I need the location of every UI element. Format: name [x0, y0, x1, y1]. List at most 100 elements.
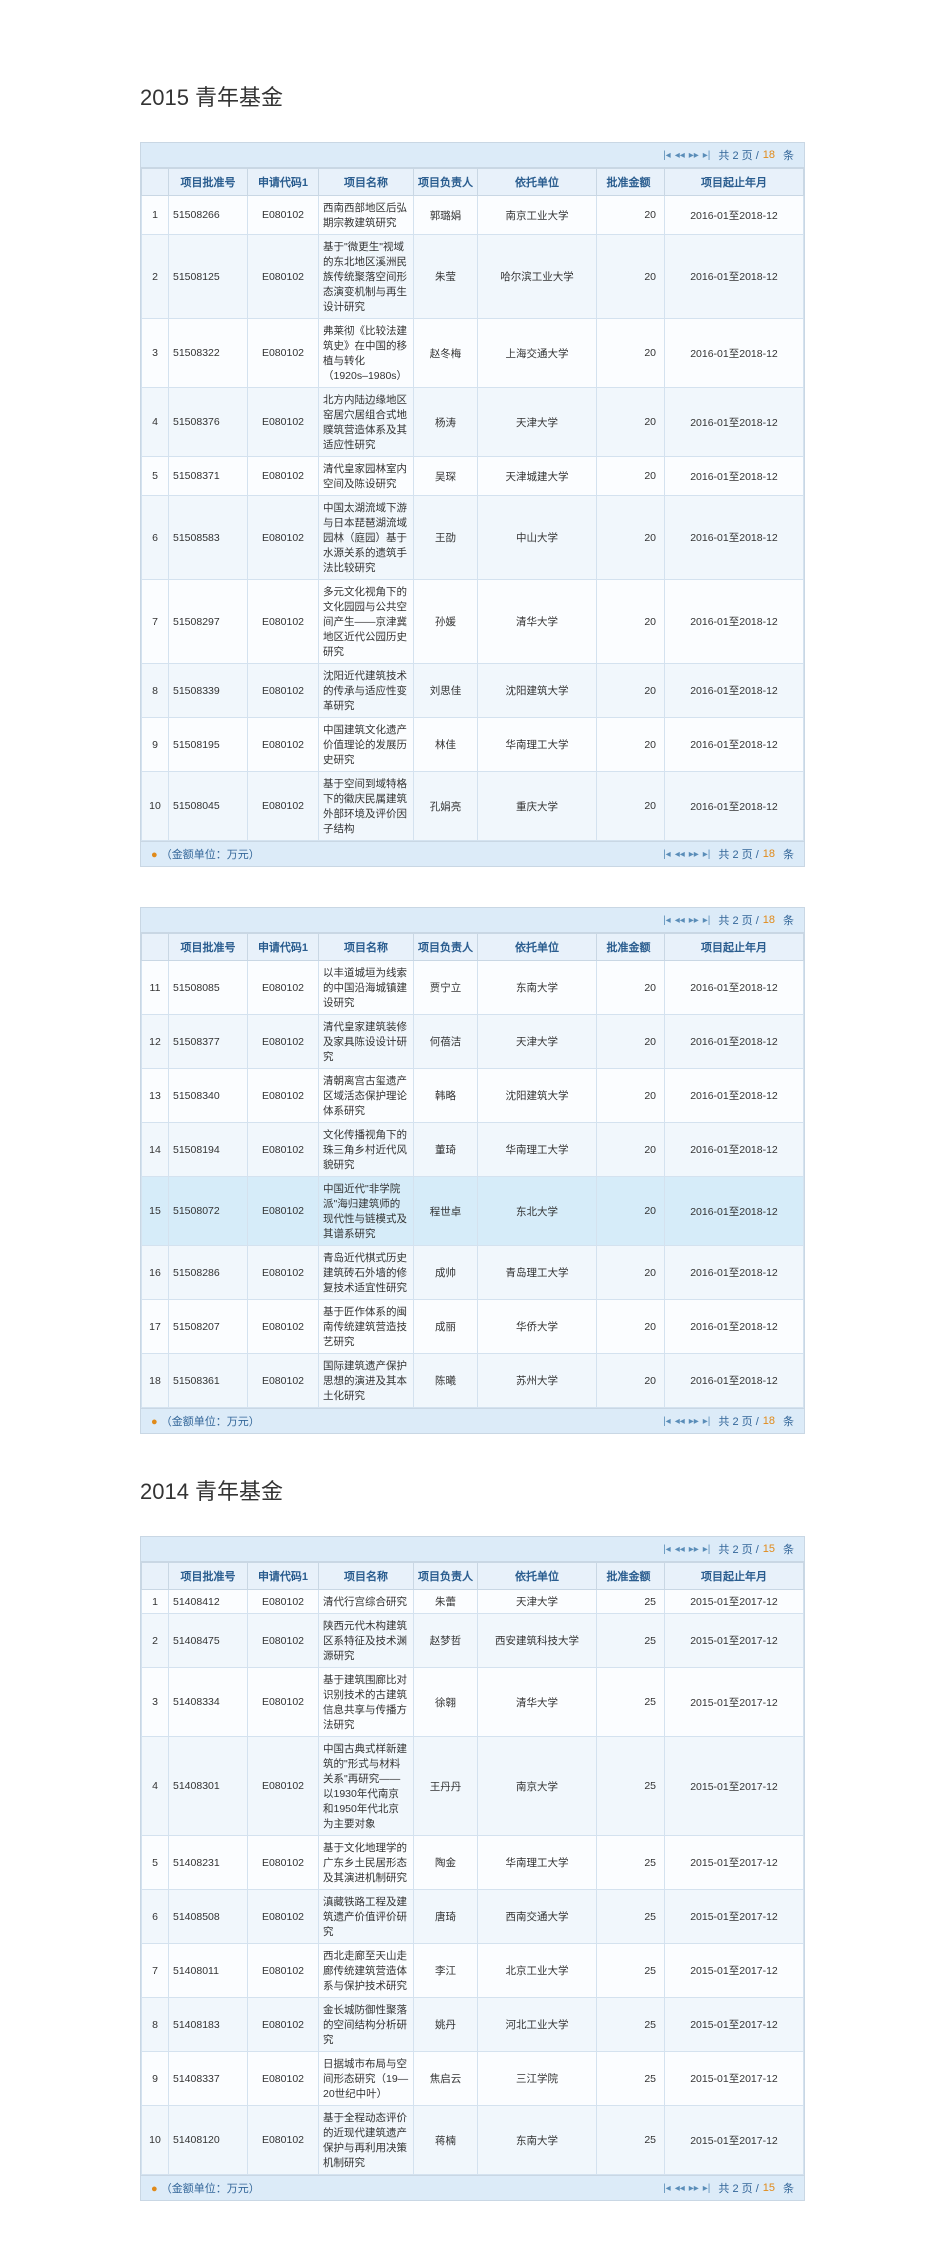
- col-header-code[interactable]: 申请代码1: [248, 934, 319, 961]
- pager-last-icon[interactable]: ▸|: [703, 915, 711, 926]
- pager-prev-icon[interactable]: ◂◂: [675, 150, 685, 161]
- cell-index: 4: [142, 1737, 169, 1836]
- pager-prev-icon[interactable]: ◂◂: [675, 849, 685, 860]
- table-row[interactable]: 6 51508583 E080102 中国太湖流域下游与日本琵琶湖流域园林（庭园…: [142, 496, 804, 580]
- col-header-date[interactable]: 项目起止年月: [665, 1563, 804, 1590]
- pager-next-icon[interactable]: ▸▸: [689, 150, 699, 161]
- table-row[interactable]: 8 51508339 E080102 沈阳近代建筑技术的传承与适应性变革研究 刘…: [142, 664, 804, 718]
- table-row[interactable]: 2 51508125 E080102 基于"微更生"视域的东北地区溪洲民族传统聚…: [142, 235, 804, 319]
- col-header-pi[interactable]: 项目负责人: [414, 934, 478, 961]
- table-row[interactable]: 4 51508376 E080102 北方内陆边缘地区窑居穴居组合式地贌筑营造体…: [142, 388, 804, 457]
- pager-next-icon[interactable]: ▸▸: [689, 1544, 699, 1555]
- table-row[interactable]: 5 51508371 E080102 清代皇家园林室内空间及陈设研究 吴琛 天津…: [142, 457, 804, 496]
- pager-unit-label: 条: [783, 2180, 794, 2196]
- col-header-code[interactable]: 申请代码1: [248, 1563, 319, 1590]
- pager-bottom: ● （金额单位：万元） |◂ ◂◂ ▸▸ ▸| 共 2 页 / 18 条: [141, 841, 804, 866]
- pager-page-label: 共 2 页 /: [718, 846, 758, 862]
- col-header-unit[interactable]: 依托单位: [478, 169, 597, 196]
- table-row[interactable]: 6 51408508 E080102 滇藏铁路工程及建筑遗产价值评价研究 唐琦 …: [142, 1890, 804, 1944]
- pager-first-icon[interactable]: |◂: [663, 2183, 671, 2194]
- pager-prev-icon[interactable]: ◂◂: [675, 915, 685, 926]
- cell-date: 2016-01至2018-12: [665, 1354, 804, 1408]
- table-row[interactable]: 10 51508045 E080102 基于空间到域特格下的徽庆民属建筑外部环境…: [142, 772, 804, 841]
- pager-next-icon[interactable]: ▸▸: [689, 1416, 699, 1427]
- cell-name: 文化传播视角下的珠三角乡村近代风貌研究: [319, 1123, 414, 1177]
- cell-name: 基于全程动态评价的近现代建筑遗产保护与再利用决策机制研究: [319, 2106, 414, 2175]
- pager-first-icon[interactable]: |◂: [663, 1544, 671, 1555]
- col-header-name[interactable]: 项目名称: [319, 1563, 414, 1590]
- table-row[interactable]: 7 51508297 E080102 多元文化视角下的文化园园与公共空间产生——…: [142, 580, 804, 664]
- table-row[interactable]: 18 51508361 E080102 国际建筑遗产保护思想的演进及其本土化研究…: [142, 1354, 804, 1408]
- cell-unit: 西安建筑科技大学: [478, 1614, 597, 1668]
- col-header-date[interactable]: 项目起止年月: [665, 169, 804, 196]
- cell-date: 2016-01至2018-12: [665, 1177, 804, 1246]
- cell-date: 2016-01至2018-12: [665, 1069, 804, 1123]
- table-row[interactable]: 17 51508207 E080102 基于匠作体系的闽南传统建筑营造技艺研究 …: [142, 1300, 804, 1354]
- pager-prev-icon[interactable]: ◂◂: [675, 1416, 685, 1427]
- cell-amount: 20: [597, 1123, 665, 1177]
- col-header-date[interactable]: 项目起止年月: [665, 934, 804, 961]
- col-header-id[interactable]: 项目批准号: [169, 169, 248, 196]
- col-header-pi[interactable]: 项目负责人: [414, 169, 478, 196]
- col-header-name[interactable]: 项目名称: [319, 169, 414, 196]
- cell-code: E080102: [248, 1614, 319, 1668]
- table-row[interactable]: 1 51408412 E080102 清代行宫综合研究 朱蕾 天津大学 25 2…: [142, 1590, 804, 1614]
- table-row[interactable]: 4 51408301 E080102 中国古典式样新建筑的"形式与材料关系"再研…: [142, 1737, 804, 1836]
- col-header-id[interactable]: 项目批准号: [169, 1563, 248, 1590]
- table-row[interactable]: 12 51508377 E080102 清代皇家建筑装修及家具陈设设计研究 何蓓…: [142, 1015, 804, 1069]
- cell-date: 2015-01至2017-12: [665, 1590, 804, 1614]
- table-row[interactable]: 9 51408337 E080102 日据城市布局与空间形态研究（19—20世纪…: [142, 2052, 804, 2106]
- col-header-amount[interactable]: 批准金额: [597, 1563, 665, 1590]
- table-row[interactable]: 3 51508322 E080102 弗莱彻《比较法建筑史》在中国的移植与转化（…: [142, 319, 804, 388]
- cell-pi: 孙媛: [414, 580, 478, 664]
- pager-last-icon[interactable]: ▸|: [703, 849, 711, 860]
- col-header-unit[interactable]: 依托单位: [478, 934, 597, 961]
- col-header-index[interactable]: [142, 934, 169, 961]
- pager-first-icon[interactable]: |◂: [663, 915, 671, 926]
- table-row[interactable]: 11 51508085 E080102 以丰道城垣为线索的中国沿海城镇建设研究 …: [142, 961, 804, 1015]
- cell-name: 多元文化视角下的文化园园与公共空间产生——京津冀地区近代公园历史研究: [319, 580, 414, 664]
- cell-project-id: 51408475: [169, 1614, 248, 1668]
- table-row[interactable]: 3 51408334 E080102 基于建筑围廊比对识别技术的古建筑信息共享与…: [142, 1668, 804, 1737]
- table-row[interactable]: 7 51408011 E080102 西北走廊至天山走廊传统建筑营造体系与保护技…: [142, 1944, 804, 1998]
- col-header-amount[interactable]: 批准金额: [597, 169, 665, 196]
- pager-prev-icon[interactable]: ◂◂: [675, 1544, 685, 1555]
- section-title-2015: 2015 青年基金: [140, 80, 805, 112]
- col-header-id[interactable]: 项目批准号: [169, 934, 248, 961]
- table-row[interactable]: 8 51408183 E080102 金长城防御性聚落的空间结构分析研究 姚丹 …: [142, 1998, 804, 2052]
- pager-last-icon[interactable]: ▸|: [703, 150, 711, 161]
- pager-next-icon[interactable]: ▸▸: [689, 849, 699, 860]
- cell-project-id: 51508266: [169, 196, 248, 235]
- pager-first-icon[interactable]: |◂: [663, 849, 671, 860]
- table-row[interactable]: 9 51508195 E080102 中国建筑文化遗产价值理论的发展历史研究 林…: [142, 718, 804, 772]
- table-row[interactable]: 10 51408120 E080102 基于全程动态评价的近现代建筑遗产保护与再…: [142, 2106, 804, 2175]
- table-row[interactable]: 5 51408231 E080102 基于文化地理学的广东乡土民居形态及其演进机…: [142, 1836, 804, 1890]
- col-header-code[interactable]: 申请代码1: [248, 169, 319, 196]
- col-header-index[interactable]: [142, 1563, 169, 1590]
- col-header-name[interactable]: 项目名称: [319, 934, 414, 961]
- table-row[interactable]: 13 51508340 E080102 清朝离宫古玺遗产区域活态保护理论体系研究…: [142, 1069, 804, 1123]
- cell-code: E080102: [248, 1177, 319, 1246]
- pager-prev-icon[interactable]: ◂◂: [675, 2183, 685, 2194]
- cell-project-id: 51508377: [169, 1015, 248, 1069]
- cell-unit: 三江学院: [478, 2052, 597, 2106]
- table-row[interactable]: 14 51508194 E080102 文化传播视角下的珠三角乡村近代风貌研究 …: [142, 1123, 804, 1177]
- col-header-amount[interactable]: 批准金额: [597, 934, 665, 961]
- table-row[interactable]: 1 51508266 E080102 西南西部地区后弘期宗教建筑研究 郭璐娟 南…: [142, 196, 804, 235]
- pager-last-icon[interactable]: ▸|: [703, 2183, 711, 2194]
- cell-index: 4: [142, 388, 169, 457]
- table-row[interactable]: 2 51408475 E080102 陕西元代木构建筑区系特征及技术渊源研究 赵…: [142, 1614, 804, 1668]
- pager-next-icon[interactable]: ▸▸: [689, 2183, 699, 2194]
- cell-index: 18: [142, 1354, 169, 1408]
- pager-first-icon[interactable]: |◂: [663, 1416, 671, 1427]
- table-row[interactable]: 15 51508072 E080102 中国近代"非学院派"海归建筑师的现代性与…: [142, 1177, 804, 1246]
- col-header-unit[interactable]: 依托单位: [478, 1563, 597, 1590]
- pager-last-icon[interactable]: ▸|: [703, 1416, 711, 1427]
- table-row[interactable]: 16 51508286 E080102 青岛近代棋式历史建筑砖石外墙的修复技术适…: [142, 1246, 804, 1300]
- pager-last-icon[interactable]: ▸|: [703, 1544, 711, 1555]
- col-header-pi[interactable]: 项目负责人: [414, 1563, 478, 1590]
- col-header-index[interactable]: [142, 169, 169, 196]
- pager-next-icon[interactable]: ▸▸: [689, 915, 699, 926]
- pager-first-icon[interactable]: |◂: [663, 150, 671, 161]
- cell-code: E080102: [248, 1998, 319, 2052]
